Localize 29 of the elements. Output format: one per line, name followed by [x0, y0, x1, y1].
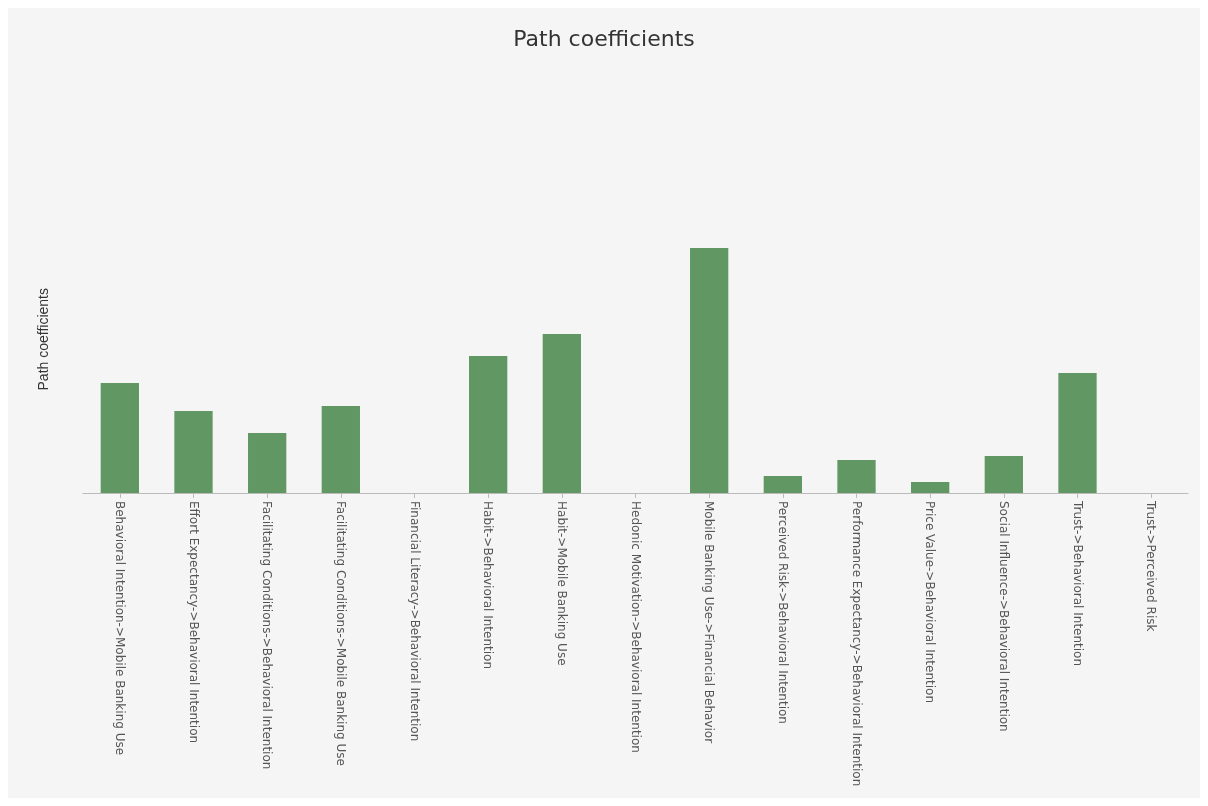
y-axis-title: Path coefficients [35, 287, 51, 391]
bar [469, 356, 508, 493]
x-tick-label: Habit->Mobile Banking Use [554, 501, 569, 666]
bar [542, 334, 581, 493]
x-tick-label: Facilitating Conditions->Mobile Banking Use [333, 501, 348, 766]
x-tick-label: Effort Expectancy->Behavioral Intention [186, 501, 201, 744]
x-tick-label: Mobile Banking Use->Financial Behavior [702, 501, 717, 744]
bar [321, 406, 360, 493]
bar [1058, 372, 1097, 493]
x-tick-label: Facilitating Conditions->Behavioral Intention [260, 501, 275, 770]
bar [174, 410, 213, 493]
chart-title: Path coefficients [513, 25, 695, 51]
bar [837, 459, 876, 493]
x-tick-label: Hedonic Motivation->Behavioral Intention [628, 501, 643, 753]
x-tick-label: Trust->Behavioral Intention [1070, 500, 1085, 667]
bar [690, 248, 729, 493]
x-tick-label: Price Value->Behavioral Intention [923, 501, 938, 704]
x-tick-label: Performance Expectancy->Behavioral Intention [849, 501, 864, 787]
x-tick-label: Behavioral Intention->Mobile Banking Use [112, 501, 127, 756]
bar [763, 476, 802, 493]
x-tick-label: Perceived Risk->Behavioral Intention [775, 501, 790, 724]
x-tick-label: Social Influence->Behavioral Intention [996, 501, 1011, 732]
bar [248, 432, 287, 493]
bar [100, 383, 139, 493]
x-tick-label: Habit->Behavioral Intention [481, 501, 496, 670]
x-tick-label: Financial Literacy->Behavioral Intention [407, 501, 422, 742]
bar [984, 456, 1023, 493]
bar [911, 481, 950, 493]
x-tick-label: Trust->Perceived Risk [1144, 500, 1159, 632]
